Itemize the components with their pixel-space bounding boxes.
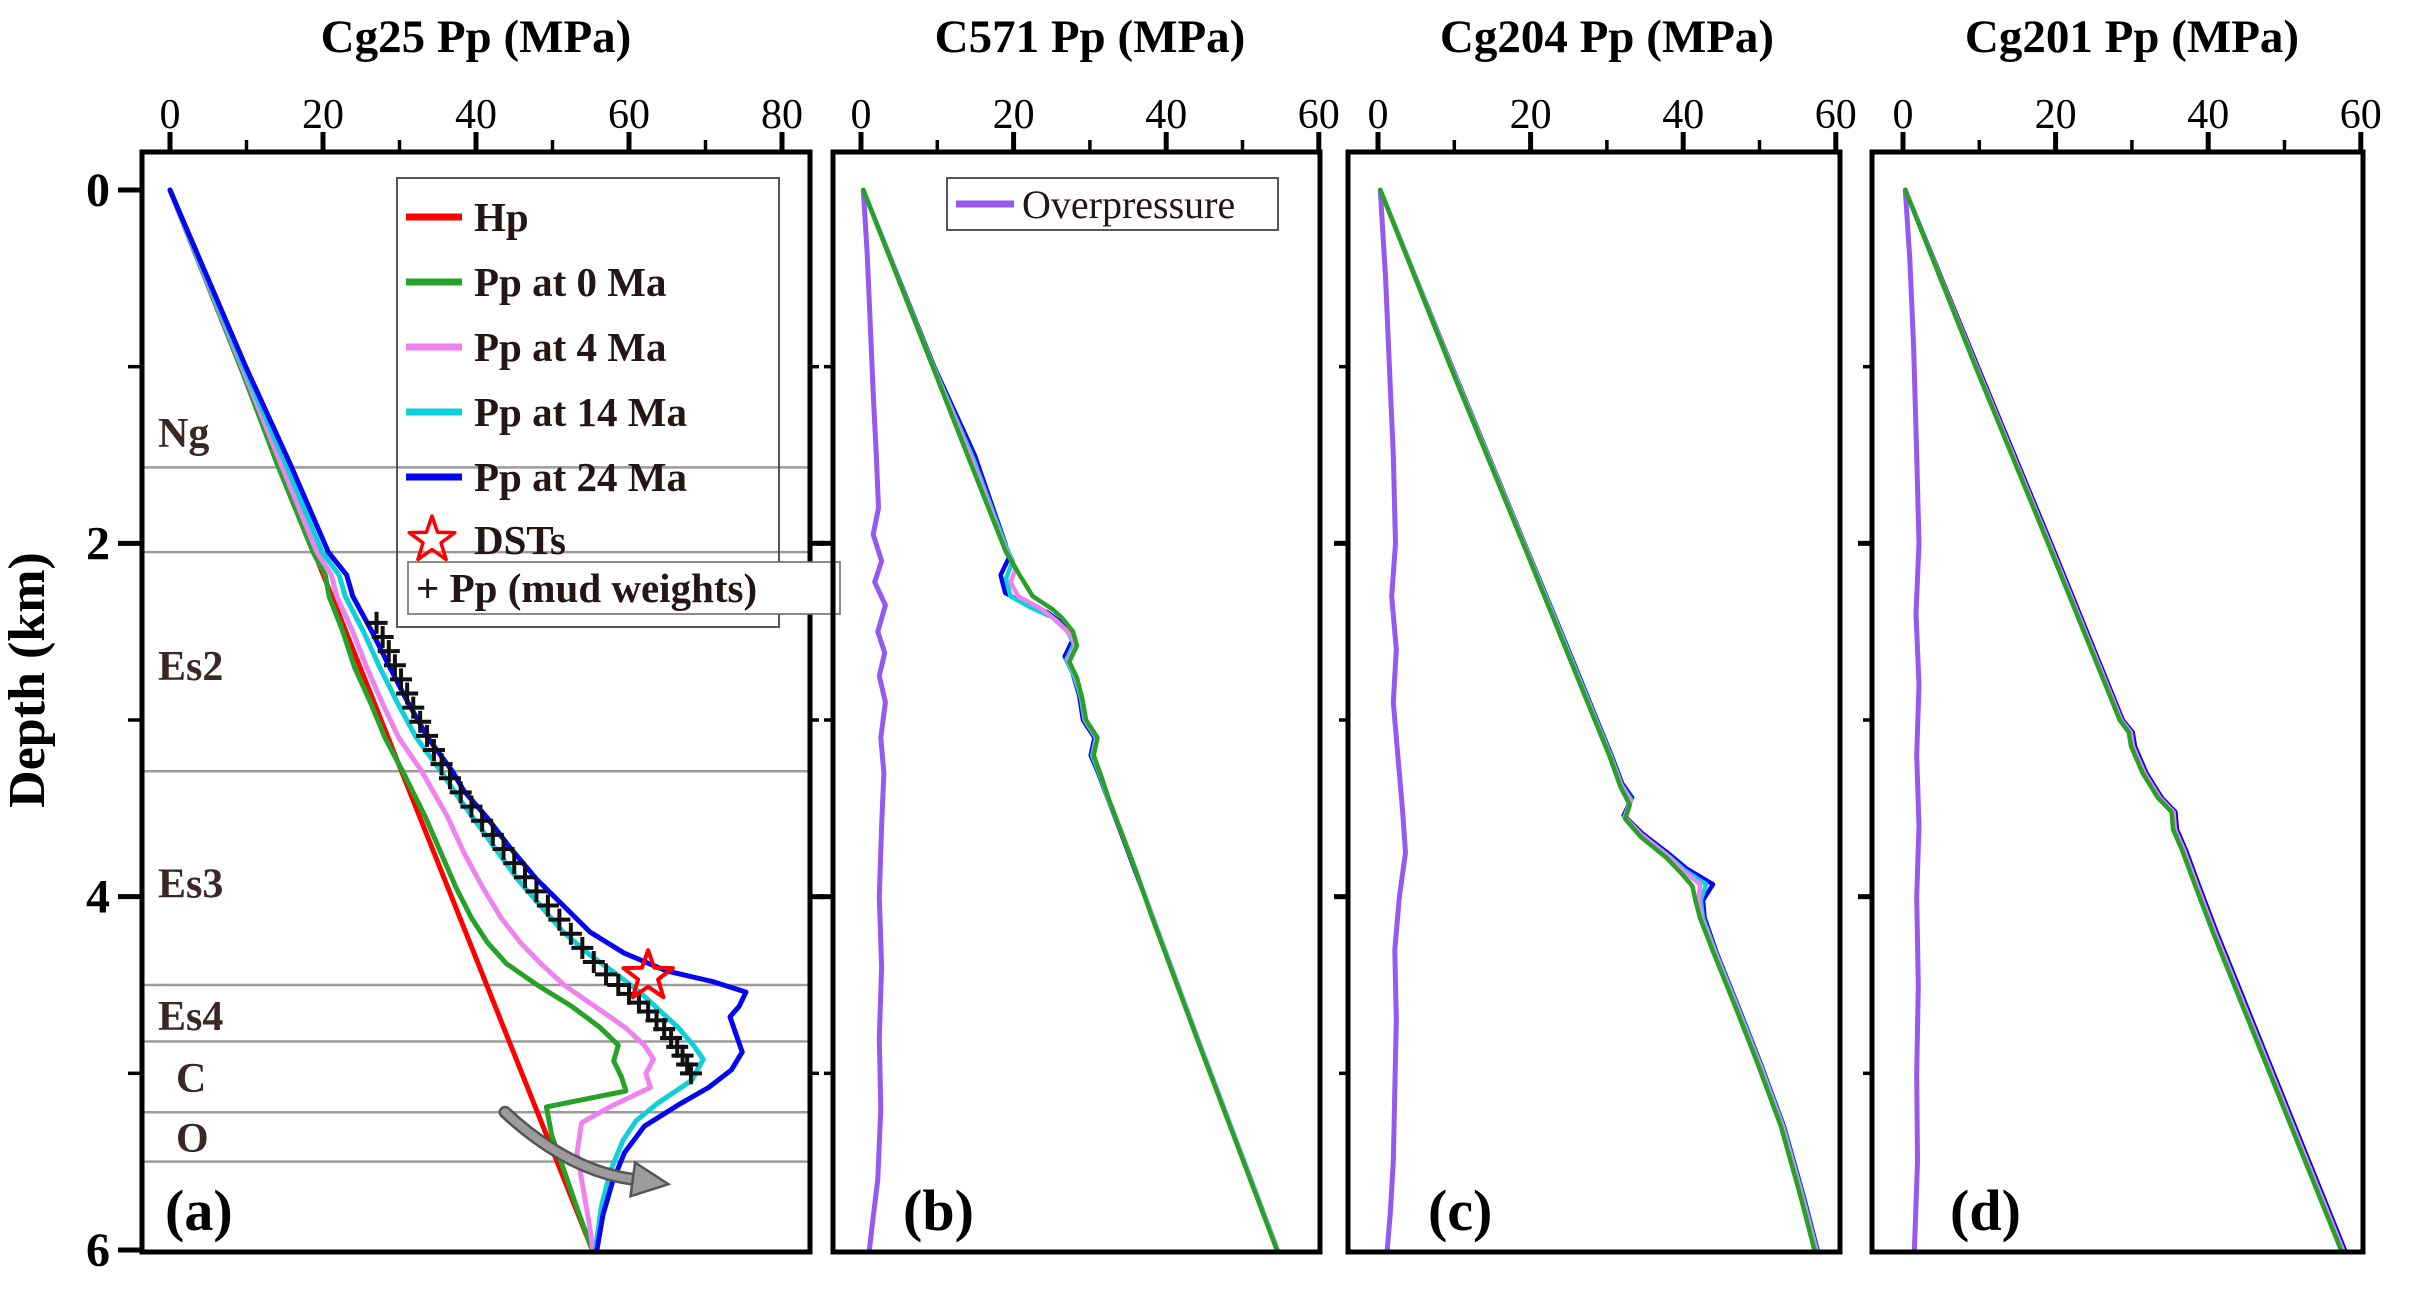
x-tick-label: 0 bbox=[1893, 92, 1914, 138]
depth-tick-label: 0 bbox=[86, 164, 110, 217]
legend-mudweight-box bbox=[407, 561, 841, 615]
panel-frame bbox=[1345, 149, 1843, 1255]
series-overpressure bbox=[860, 187, 888, 1253]
depth-tick-label: 6 bbox=[86, 1224, 110, 1277]
series-pp-at-0-ma bbox=[167, 187, 629, 1253]
panel-title-d: Cg201 Pp (MPa) bbox=[1965, 11, 2299, 63]
depth-tick-label: 4 bbox=[86, 871, 110, 924]
legend-item-label: + Pp (mud weights) bbox=[416, 565, 757, 611]
series-pp-at-0-ma bbox=[1378, 187, 1817, 1253]
depth-axis-title: Depth (km) bbox=[0, 552, 56, 808]
legend-item-label: Pp at 14 Ma bbox=[474, 389, 687, 435]
x-tick-label: 0 bbox=[851, 92, 872, 138]
panel-letter-c: (c) bbox=[1428, 1178, 1492, 1243]
x-tick-label: 40 bbox=[1145, 92, 1187, 138]
panel-title-c: Cg204 Pp (MPa) bbox=[1440, 11, 1774, 63]
x-tick-label: 60 bbox=[608, 92, 650, 138]
x-tick-label: 60 bbox=[1298, 92, 1340, 138]
x-tick-label: 0 bbox=[160, 92, 181, 138]
panel-d: 0 20 40 60 Cg201 Pp (MPa) (d) bbox=[1858, 11, 2382, 1255]
x-tick-label: 20 bbox=[302, 92, 344, 138]
panel-letter-a: (a) bbox=[165, 1178, 233, 1243]
arrow-head bbox=[628, 1160, 672, 1198]
series-pp-at-4-ma bbox=[167, 187, 656, 1253]
x-tick-label: 20 bbox=[1510, 92, 1552, 138]
legend-item-label: DSTs bbox=[474, 517, 566, 563]
x-tick-label: 20 bbox=[2035, 92, 2077, 138]
legend-item-label: Pp at 24 Ma bbox=[474, 454, 687, 500]
series-pp-at-0-ma bbox=[861, 187, 1280, 1253]
legend-b: Overpressure bbox=[946, 177, 1279, 231]
arrow-shaft bbox=[501, 1108, 637, 1184]
x-tick-label: 0 bbox=[1368, 92, 1389, 138]
legend-star-sample bbox=[407, 514, 457, 562]
dst-star-marker bbox=[621, 948, 675, 1000]
series-pp-at-0-ma bbox=[1903, 187, 2344, 1253]
x-tick-label: 60 bbox=[1815, 92, 1857, 138]
legend-a-box bbox=[396, 177, 780, 628]
x-tick-label: 40 bbox=[455, 92, 497, 138]
x-tick-label: 40 bbox=[2187, 92, 2229, 138]
panel-letter-d: (d) bbox=[1950, 1178, 2021, 1243]
strat-label-o: O bbox=[176, 1116, 209, 1162]
x-tick-label: 40 bbox=[1662, 92, 1704, 138]
panel-title-a: Cg25 Pp (MPa) bbox=[321, 11, 632, 63]
strat-label-es3: Es3 bbox=[158, 862, 223, 908]
strat-label-c: C bbox=[176, 1056, 206, 1102]
x-tick-label: 20 bbox=[993, 92, 1035, 138]
strat-label-ng: Ng bbox=[158, 411, 209, 457]
panel-frame bbox=[830, 149, 1323, 1255]
panel-c: 0 20 40 60 Cg204 Pp (MPa) (c) bbox=[1334, 11, 1857, 1255]
strat-label-es4: Es4 bbox=[158, 994, 223, 1040]
series-pp-at-24-ma bbox=[167, 187, 749, 1253]
series-overpressure bbox=[1902, 187, 1922, 1253]
legend-a: Hp Pp at 0 Ma Pp at 4 Ma Pp at 14 Ma Pp at 2… bbox=[396, 177, 841, 628]
mud-weight-markers bbox=[365, 611, 702, 1085]
panel-a: 0 20 40 60 80 Cg25 Pp (MPa) 0 2 4 6 Ng Es2 Es3 Es4 CO (… bbox=[86, 11, 841, 1277]
legend-item-label: Hp bbox=[474, 194, 529, 240]
legend-item-label: Pp at 0 Ma bbox=[474, 259, 666, 305]
panel-frame bbox=[1869, 149, 2366, 1255]
legend-item-label: Pp at 4 Ma bbox=[474, 324, 666, 370]
panel-letter-b: (b) bbox=[903, 1178, 974, 1243]
x-tick-label: 60 bbox=[2340, 92, 2382, 138]
panel-b: 0 20 40 60 C571 Pp (MPa) (b) Overpressure bbox=[819, 11, 1340, 1255]
series-overpressure bbox=[1377, 187, 1408, 1253]
depth-tick-label: 2 bbox=[86, 517, 110, 570]
panel-title-b: C571 Pp (MPa) bbox=[935, 11, 1246, 63]
strat-label-es2: Es2 bbox=[158, 644, 223, 690]
x-tick-label: 80 bbox=[761, 92, 803, 138]
legend-item-label: Overpressure bbox=[1022, 182, 1235, 227]
